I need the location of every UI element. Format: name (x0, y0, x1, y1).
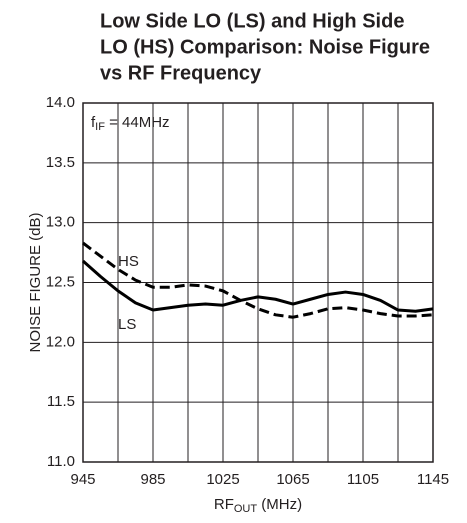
y-tick-label: 13.5 (46, 154, 75, 171)
y-tick-label: 12.0 (46, 333, 75, 350)
x-tick-label: 945 (70, 471, 95, 488)
x-axis-label-unit: (MHz) (257, 496, 302, 513)
y-tick-label: 11.5 (47, 393, 75, 410)
x-tick-label: 1145 (417, 471, 449, 488)
plot-frame (82, 102, 434, 463)
annotation: fIF = 44MHz (91, 114, 170, 133)
chart-title: Low Side LO (LS) and High Side (100, 10, 404, 32)
x-axis-label: RFOUT (MHz) (214, 496, 302, 515)
series-label: LS (118, 316, 136, 333)
series-label: HS (118, 253, 139, 270)
y-tick-label: 12.5 (46, 273, 75, 290)
x-tick-label: 985 (140, 471, 165, 488)
chart-title: vs RF Frequency (100, 62, 262, 84)
y-tick-label: 13.0 (46, 214, 75, 231)
y-tick-label: 14.0 (46, 94, 75, 111)
y-axis-label: NOISE FIGURE (dB) (27, 212, 44, 352)
y-tick-label: 11.0 (47, 453, 75, 470)
x-tick-label: 1065 (276, 471, 309, 488)
annotation-rest: = 44MHz (105, 114, 170, 131)
x-tick-label: 1025 (206, 471, 239, 488)
annotation-main: f (91, 114, 96, 131)
chart-title: LO (HS) Comparison: Noise Figure (100, 36, 430, 58)
annotation-sub: IF (95, 121, 105, 133)
x-axis-label-main: RF (214, 496, 234, 513)
x-axis-label-sub: OUT (234, 503, 258, 515)
series-line (82, 259, 434, 313)
x-tick-label: 1105 (347, 471, 379, 488)
